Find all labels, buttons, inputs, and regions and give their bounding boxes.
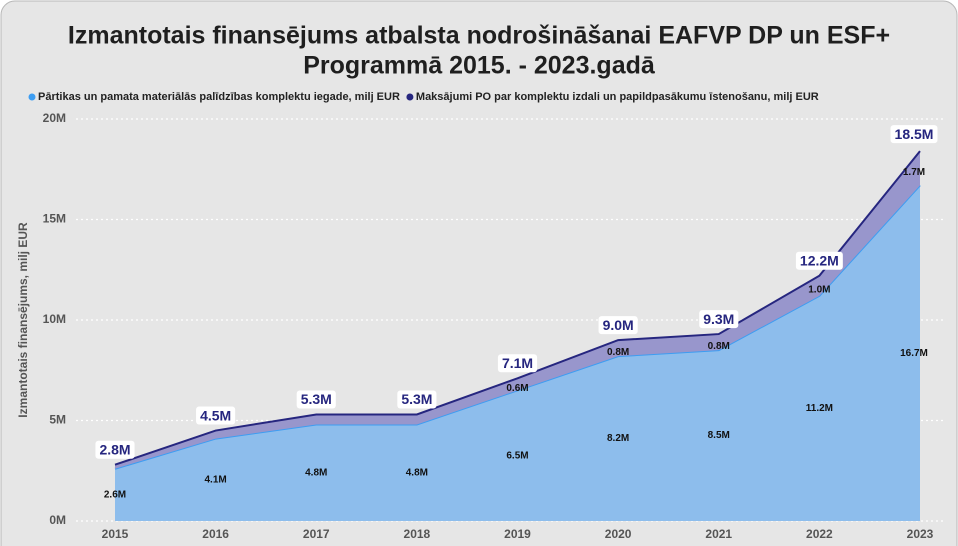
legend-label: Pārtikas un pamata materiālās palīdzības… [38,91,400,103]
y-axis-label: Izmantotais finansējums, milj EUR [16,222,30,418]
x-tick-label: 2016 [202,527,229,541]
legend-label: Maksājumi PO par komplektu izdali un pap… [416,91,819,103]
data-label: 2.6M [104,490,126,501]
y-tick-label: 10M [43,312,66,326]
data-label: 4.1M [205,474,227,485]
x-tick-label: 2019 [504,527,531,541]
x-tick-label: 2022 [806,527,833,541]
total-label-box [497,354,538,373]
data-label: 16.7M [900,348,928,359]
x-tick-label: 2015 [102,527,129,541]
x-tick-label: 2023 [907,527,934,541]
y-tick-label: 5M [49,413,66,427]
total-label: 9.3M [703,311,734,327]
legend-marker [406,93,414,101]
y-tick-label: 20M [43,111,66,125]
total-label: 5.3M [401,391,432,407]
data-label: 0.6M [506,383,528,394]
x-tick-label: 2017 [303,527,330,541]
chart-title: Programmā 2015. - 2023.gadā [303,52,656,80]
data-label: 4.8M [406,467,428,478]
total-label: 5.3M [301,391,332,407]
total-label: 12.2M [800,252,839,268]
x-tick-label: 2021 [705,527,732,541]
total-label: 4.5M [200,407,231,423]
area [115,185,920,521]
total-label-box [95,440,135,459]
data-label: 8.5M [708,430,730,441]
data-label: 1.7M [903,167,925,178]
data-label: 4.8M [305,467,327,478]
total-label-box [795,251,843,270]
total-label: 9.0M [603,317,634,333]
total-label: 7.1M [502,355,533,371]
data-label: 11.2M [806,403,833,414]
x-tick-label: 2018 [404,527,431,541]
total-label: 18.5M [895,126,934,142]
data-label: 0.8M [607,347,629,358]
total-label-box [890,125,938,144]
total-label-box [296,390,336,409]
total-label: 2.8M [99,441,130,457]
x-tick-label: 2020 [605,527,632,541]
y-tick-label: 15M [43,212,66,226]
data-label: 8.2M [607,433,629,444]
chart-title: Izmantotais finansējums atbalsta nodroši… [68,22,890,50]
total-label-box [196,406,236,425]
data-label: 1.0M [808,284,830,295]
legend-marker [28,93,36,101]
data-label: 0.8M [708,341,730,352]
line [114,150,921,466]
y-tick-label: 0M [49,513,66,527]
total-label-box [397,390,437,409]
total-label-box [598,316,638,335]
data-label: 6.5M [506,450,528,461]
total-label-box [699,310,739,329]
